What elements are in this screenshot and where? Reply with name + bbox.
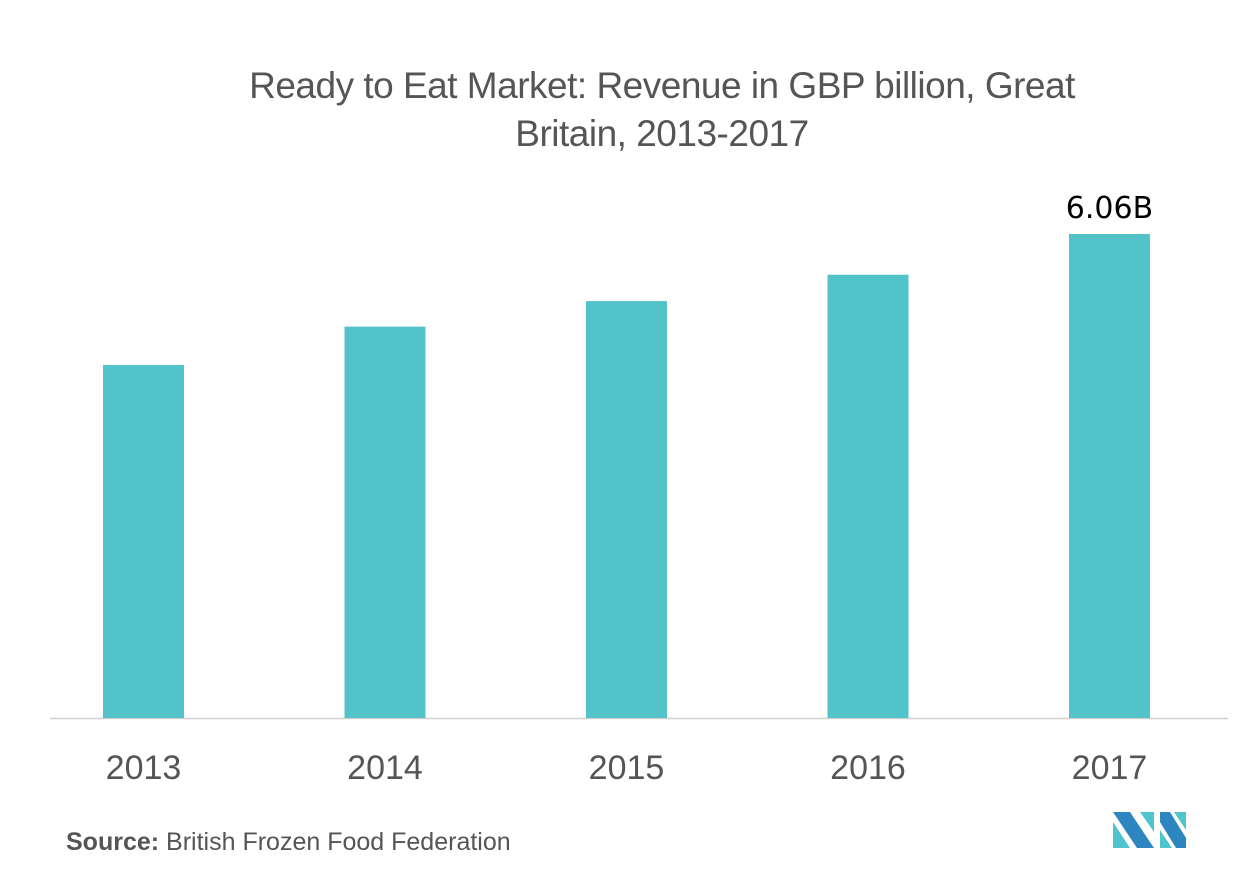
chart-title: Ready to Eat Market: Revenue in GBP bill… <box>0 62 1252 158</box>
bar-2015 <box>586 301 667 718</box>
logo-shape-3 <box>1140 812 1154 832</box>
logo-shape-1 <box>1113 812 1154 848</box>
logo-shape-5 <box>1160 830 1172 848</box>
logo-shape-4 <box>1160 812 1186 848</box>
data-label: 6.06B <box>1066 191 1153 226</box>
chart-title-line-2: Britain, 2013-2017 <box>515 113 809 154</box>
x-tick-label: 2013 <box>106 749 182 787</box>
x-tick-label: 2017 <box>1072 749 1148 787</box>
bar-2014 <box>344 326 426 718</box>
x-tick-label: 2014 <box>347 749 423 787</box>
source-text: British Frozen Food Federation <box>166 828 511 856</box>
source-note: Source: British Frozen Food Federation <box>66 828 511 857</box>
logo-shape-6 <box>1174 812 1186 830</box>
bar-2017 <box>1069 234 1150 718</box>
brand-logo <box>1113 812 1186 848</box>
x-tick-label: 2016 <box>830 749 906 787</box>
bar-2016 <box>827 274 909 718</box>
chart-title-line-1: Ready to Eat Market: Revenue in GBP bill… <box>249 65 1075 106</box>
bar-2013 <box>103 364 184 718</box>
source-label: Source: <box>66 828 160 856</box>
x-tick-label: 2015 <box>589 749 665 787</box>
logo-shape-2 <box>1113 822 1130 848</box>
